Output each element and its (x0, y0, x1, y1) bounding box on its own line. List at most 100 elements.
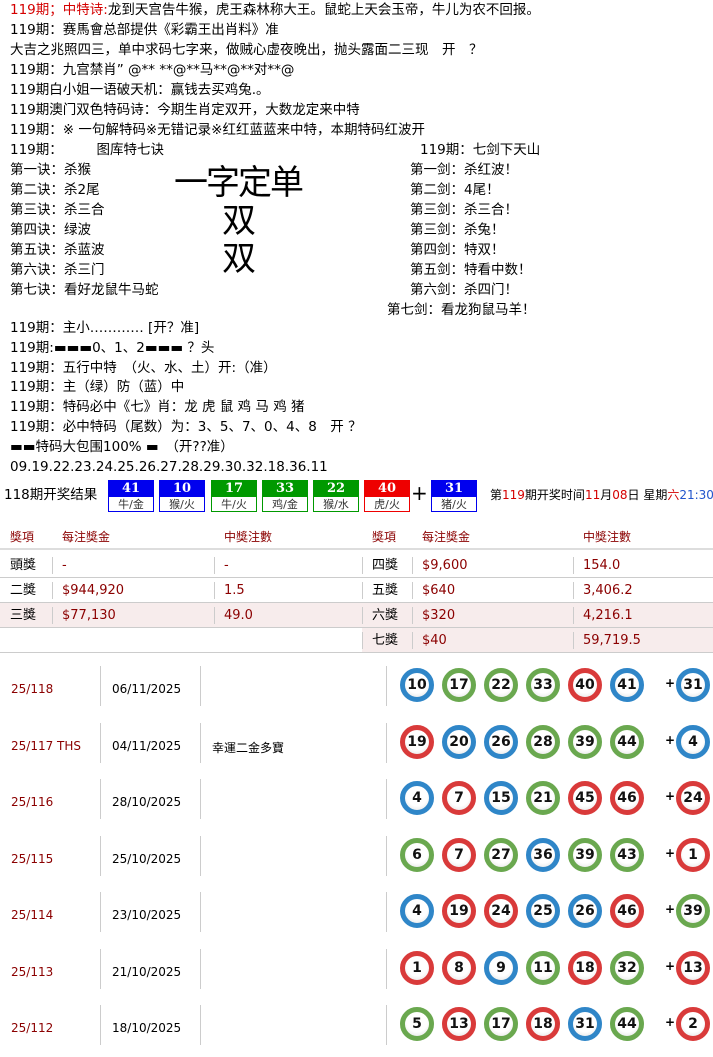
prize-cell: $320 (422, 608, 456, 623)
lottery-ball: 4 (400, 781, 434, 815)
divider (200, 666, 201, 706)
result-row: 25/112 18/10/2025 5 13 17 18 31 44 +2 (0, 1001, 713, 1057)
line-5: 119期澳门双色特码诗：今期生肖定双开，大数龙定来中特 (10, 102, 360, 118)
divider (386, 779, 387, 819)
prediction-line: ▬▬特码大包围100% ▬ （开??准） (10, 438, 234, 455)
draw-ball: 33 鸡/金 (262, 480, 308, 512)
result-issue: 25/117 THS (11, 738, 82, 753)
lottery-ball: 46 (610, 781, 644, 815)
prize-cell: 3,406.2 (583, 583, 633, 598)
line-4: 119期白小姐一语破天机：赢钱去买鸡兔.。 (10, 82, 270, 98)
special-ball: 4 (676, 724, 710, 759)
left-block-item: 第三诀：杀三合 (10, 202, 105, 218)
lottery-ball: 1 (400, 950, 434, 985)
draw-label: 118期开奖结果 (4, 487, 98, 503)
right-block-item: 第三剑：杀三合！ (410, 202, 518, 218)
prediction-line: 119期：五行中特 （火、水、土）开:（准） (10, 359, 277, 376)
ball-number: 33 (263, 481, 307, 497)
plus-sign: + (411, 481, 428, 505)
lottery-ball: 24 (484, 894, 518, 928)
divider (386, 892, 387, 932)
divider (100, 722, 101, 763)
divider (200, 1005, 201, 1045)
right-block-item: 第三剑：杀兔！ (410, 222, 505, 238)
divider (200, 779, 201, 819)
plus-sign: + (665, 1015, 676, 1029)
lottery-ball: 46 (610, 894, 644, 928)
line-prefix: 119期；中特诗: (10, 2, 108, 18)
result-date: 25/10/2025 (112, 851, 182, 866)
lottery-ball: 41 (610, 668, 644, 702)
result-row: 25/117 THS 04/11/2025 幸運二金多寶 19 20 26 28 39 44 +4 (0, 719, 713, 775)
cell-divider (362, 632, 363, 649)
divider (100, 666, 101, 706)
special-ball: 39 (676, 894, 710, 928)
result-date: 04/11/2025 (112, 738, 182, 753)
cell-divider (214, 557, 215, 574)
result-issue: 25/114 (11, 908, 54, 922)
lottery-ball: 39 (568, 837, 602, 872)
lottery-ball: 28 (526, 724, 560, 759)
prediction-line: 119期:▬▬▬0、1、2▬▬▬ ？头 (10, 339, 215, 356)
result-issue: 25/112 (11, 1021, 54, 1035)
lottery-ball: 20 (442, 724, 476, 759)
lottery-ball: 4 (400, 894, 434, 928)
lottery-ball: 40 (568, 668, 602, 702)
cell-divider (412, 582, 413, 599)
plus-sign: + (665, 902, 676, 916)
cell-divider (214, 582, 215, 599)
lottery-ball: 17 (442, 668, 476, 702)
ball-zodiac: 牛/火 (221, 498, 247, 511)
cell-divider (412, 607, 413, 624)
cell-divider (412, 632, 413, 649)
special-ball: 2 (676, 1007, 710, 1041)
divider (386, 948, 387, 989)
lottery-ball: 21 (526, 781, 560, 815)
ball-zodiac: 虎/火 (374, 498, 400, 511)
right-block-item: 第二剑：4尾！ (410, 182, 500, 198)
divider (100, 835, 101, 876)
lottery-ball: 18 (526, 1007, 560, 1041)
lottery-ball: 22 (484, 668, 518, 702)
prize-cell: 1.5 (224, 583, 245, 598)
ball-number: 17 (212, 481, 256, 497)
header-cell: 每注獎金 (62, 530, 111, 544)
prize-cell: 五獎 (372, 583, 399, 598)
prize-cell: - (224, 558, 229, 573)
lottery-ball: 17 (484, 1007, 518, 1041)
special-ball: 31 猪/火 (431, 480, 477, 512)
divider (200, 892, 201, 932)
lottery-ball: 26 (568, 894, 602, 928)
cell-divider (573, 582, 574, 599)
prize-row: 頭獎 - - 四獎 $9,600 154.0 (0, 553, 713, 578)
line-6: 119期：※ 一句解特码※无错记录※红红蓝蓝来中特，本期特码红波开 (10, 122, 425, 138)
lottery-ball: 11 (526, 950, 560, 985)
left-block-item: 第五诀：杀蓝波 (10, 242, 105, 258)
divider (200, 722, 201, 763)
lottery-ball: 19 (442, 894, 476, 928)
header-cell: 中獎注數 (224, 530, 273, 544)
right-block-item: 第四剑：特双！ (410, 242, 505, 258)
result-date: 21/10/2025 (112, 964, 182, 979)
header-cell: 獎項 (10, 530, 35, 544)
left-block-item: 第二诀：杀2尾 (10, 182, 100, 198)
ball-number: 31 (432, 481, 476, 497)
draw-ball: 22 猴/水 (313, 480, 359, 512)
ball-number: 40 (365, 481, 409, 497)
header-cell: 中獎注數 (583, 530, 632, 544)
prize-cell: 59,719.5 (583, 633, 641, 648)
right-block-item: 第六剑：杀四门！ (410, 282, 518, 298)
cell-divider (573, 607, 574, 624)
result-row: 25/116 28/10/2025 4 7 15 21 45 46 +24 (0, 775, 713, 831)
lottery-ball: 39 (568, 724, 602, 759)
lottery-ball: 43 (610, 837, 644, 872)
divider (386, 666, 387, 706)
plus-sign: + (665, 958, 676, 973)
special-ball: 31 (676, 668, 710, 702)
lottery-ball: 13 (442, 1007, 476, 1041)
lottery-ball: 31 (568, 1007, 602, 1041)
prize-cell: $9,600 (422, 558, 468, 573)
prize-cell: 四獎 (372, 558, 399, 573)
right-block-item: 第七剑：看龙狗鼠马羊！ (387, 302, 536, 318)
line-1: 119期：赛馬會总部提供《彩霸王出肖料》准 (10, 22, 279, 38)
